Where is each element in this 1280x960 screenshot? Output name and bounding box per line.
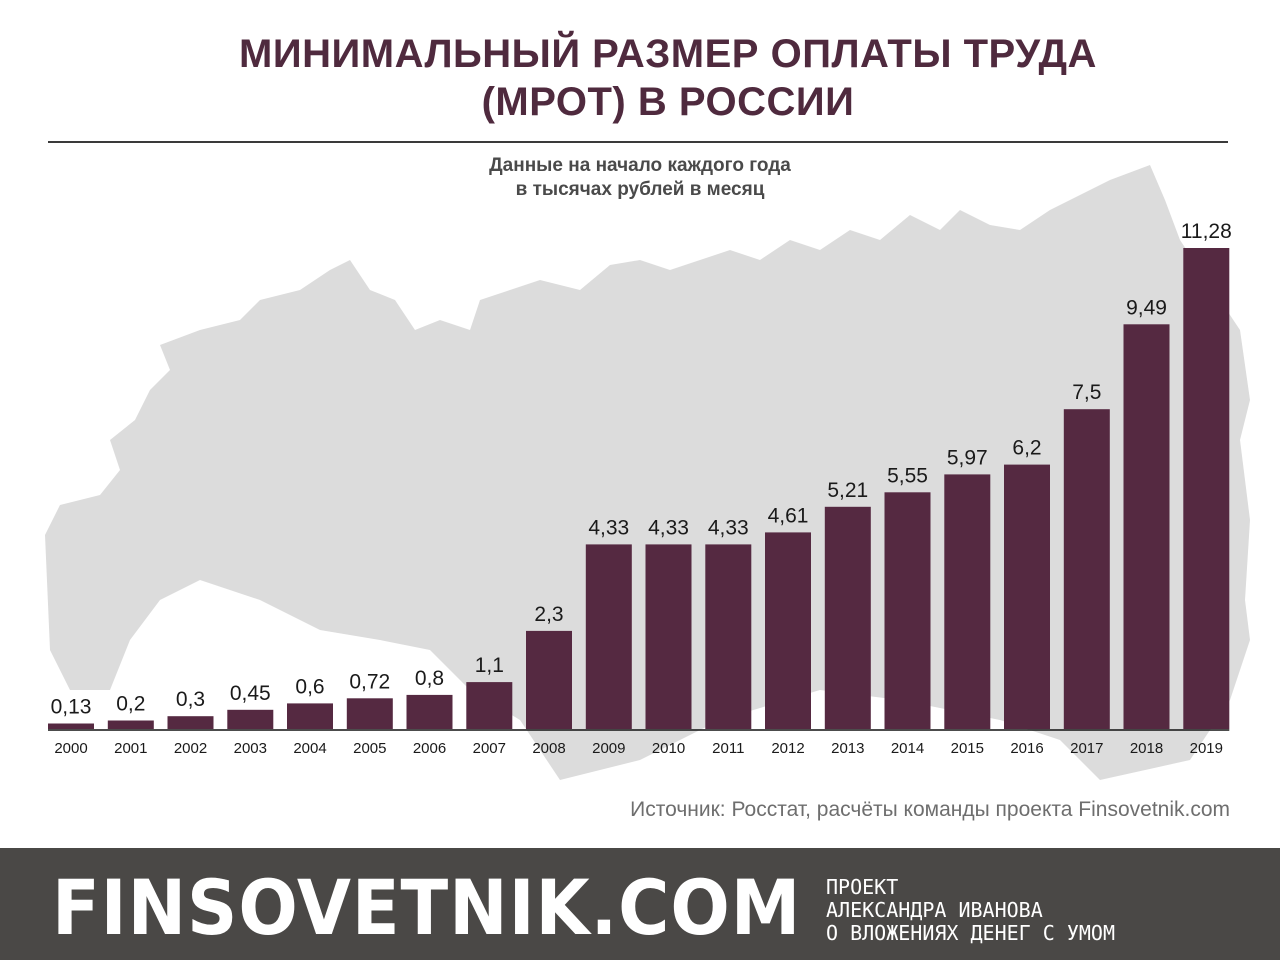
bar-2019: [1183, 248, 1230, 729]
bar-2002: [167, 716, 214, 729]
value-label-2007: 1,1: [475, 654, 504, 677]
bar-chart: 0,13 0,2 0,3 0,45 0,6 0,72 0,8 1,1 2,3 4,33 4,33 4,…: [45, 165, 1250, 780]
brand-logo-text: FINSOVETNIK.COM: [52, 863, 802, 952]
bar-2009: [585, 544, 632, 729]
bar-2010: [645, 544, 692, 729]
chart-title-line-1: МИНИМАЛЬНЫЙ РАЗМЕР ОПЛАТЫ ТРУДА: [239, 32, 1097, 76]
x-tick-label-2010: 2010: [652, 740, 685, 757]
x-tick-label-2017: 2017: [1070, 740, 1103, 757]
value-label-2010: 4,33: [648, 516, 689, 539]
tagline-line-2: АЛЕКСАНДРА ИВАНОВА: [826, 898, 1043, 922]
x-tick-label-2011: 2011: [712, 740, 744, 757]
value-label-2012: 4,61: [768, 504, 809, 527]
value-label-2001: 0,2: [116, 693, 145, 716]
value-label-2017: 7,5: [1072, 381, 1101, 404]
x-tick-label-2007: 2007: [473, 740, 506, 757]
chart-subtitle: Данные на начало каждого года в тысячах …: [0, 154, 1280, 202]
bar-2000: [48, 723, 94, 729]
chart-subtitle-line-1: Данные на начало каждого года: [489, 155, 791, 176]
value-labels-group: 0,13 0,2 0,3 0,45 0,6 0,72 0,8 1,1 2,3 4,33 4,33 4,…: [51, 220, 1232, 719]
x-tick-label-2016: 2016: [1010, 740, 1043, 757]
value-label-2014: 5,55: [887, 464, 928, 487]
x-tick-label-2000: 2000: [54, 740, 87, 757]
value-label-2013: 5,21: [827, 479, 868, 502]
bar-2013: [824, 506, 871, 729]
value-label-2003: 0,45: [230, 682, 271, 705]
bar-2017: [1063, 409, 1110, 729]
value-label-2011: 4,33: [708, 516, 749, 539]
x-tick-label-2018: 2018: [1130, 740, 1163, 757]
x-tick-label-2009: 2009: [592, 740, 625, 757]
value-label-2000: 0,13: [51, 696, 92, 719]
brand-tagline: ПРОЕКТ АЛЕКСАНДРА ИВАНОВА О ВЛОЖЕНИЯХ ДЕ…: [826, 876, 1115, 945]
bar-2016: [1004, 464, 1050, 729]
x-tick-label-2004: 2004: [293, 740, 326, 757]
x-tick-label-2001: 2001: [114, 740, 147, 757]
x-tick-label-2003: 2003: [234, 740, 267, 757]
bar-2018: [1123, 324, 1170, 729]
x-tick-label-2013: 2013: [831, 740, 864, 757]
footer-bar: [0, 848, 1280, 960]
title-divider: [48, 141, 1228, 143]
bar-2006: [406, 694, 453, 729]
x-tick-label-2019: 2019: [1190, 740, 1223, 757]
chart-title-line-2: (МРОТ) В РОССИИ: [481, 80, 855, 124]
bars-group: [48, 248, 1230, 729]
x-tick-labels-group: 2000 2001 2002 2003 2004 2005 2006 2007 2008 2009…: [54, 740, 1223, 757]
x-tick-label-2005: 2005: [353, 740, 386, 757]
value-label-2005: 0,72: [349, 670, 390, 693]
value-label-2016: 6,2: [1012, 437, 1041, 460]
bar-2004: [287, 703, 333, 729]
bar-2003: [227, 709, 274, 729]
x-tick-label-2015: 2015: [951, 740, 984, 757]
value-label-2015: 5,97: [947, 446, 988, 469]
bar-2015: [944, 474, 991, 729]
bar-2011: [705, 544, 752, 729]
bar-2014: [884, 492, 931, 729]
value-label-2008: 2,3: [534, 603, 563, 626]
chart-subtitle-line-2: в тысячах рублей в месяц: [515, 179, 765, 200]
value-label-2009: 4,33: [588, 516, 629, 539]
value-label-2002: 0,3: [176, 688, 205, 711]
value-label-2006: 0,8: [415, 667, 444, 690]
x-tick-label-2012: 2012: [771, 740, 804, 757]
x-tick-label-2014: 2014: [891, 740, 924, 757]
bar-2007: [466, 682, 513, 729]
x-tick-label-2008: 2008: [532, 740, 565, 757]
bar-2001: [107, 720, 154, 729]
value-label-2019: 11,28: [1181, 220, 1232, 243]
bar-2012: [765, 532, 811, 729]
tagline-line-1: ПРОЕКТ: [826, 875, 899, 899]
value-label-2018: 9,49: [1126, 296, 1167, 319]
bar-2008: [526, 630, 572, 729]
tagline-line-3: О ВЛОЖЕНИЯХ ДЕНЕГ С УМОМ: [826, 921, 1115, 945]
x-tick-label-2002: 2002: [174, 740, 207, 757]
value-label-2004: 0,6: [295, 675, 324, 698]
x-tick-label-2006: 2006: [413, 740, 446, 757]
source-note: Источник: Росстат, расчёты команды проек…: [630, 798, 1230, 821]
bar-2005: [346, 698, 393, 729]
chart-title: МИНИМАЛЬНЫЙ РАЗМЕР ОПЛАТЫ ТРУДА (МРОТ) В…: [0, 30, 1280, 126]
